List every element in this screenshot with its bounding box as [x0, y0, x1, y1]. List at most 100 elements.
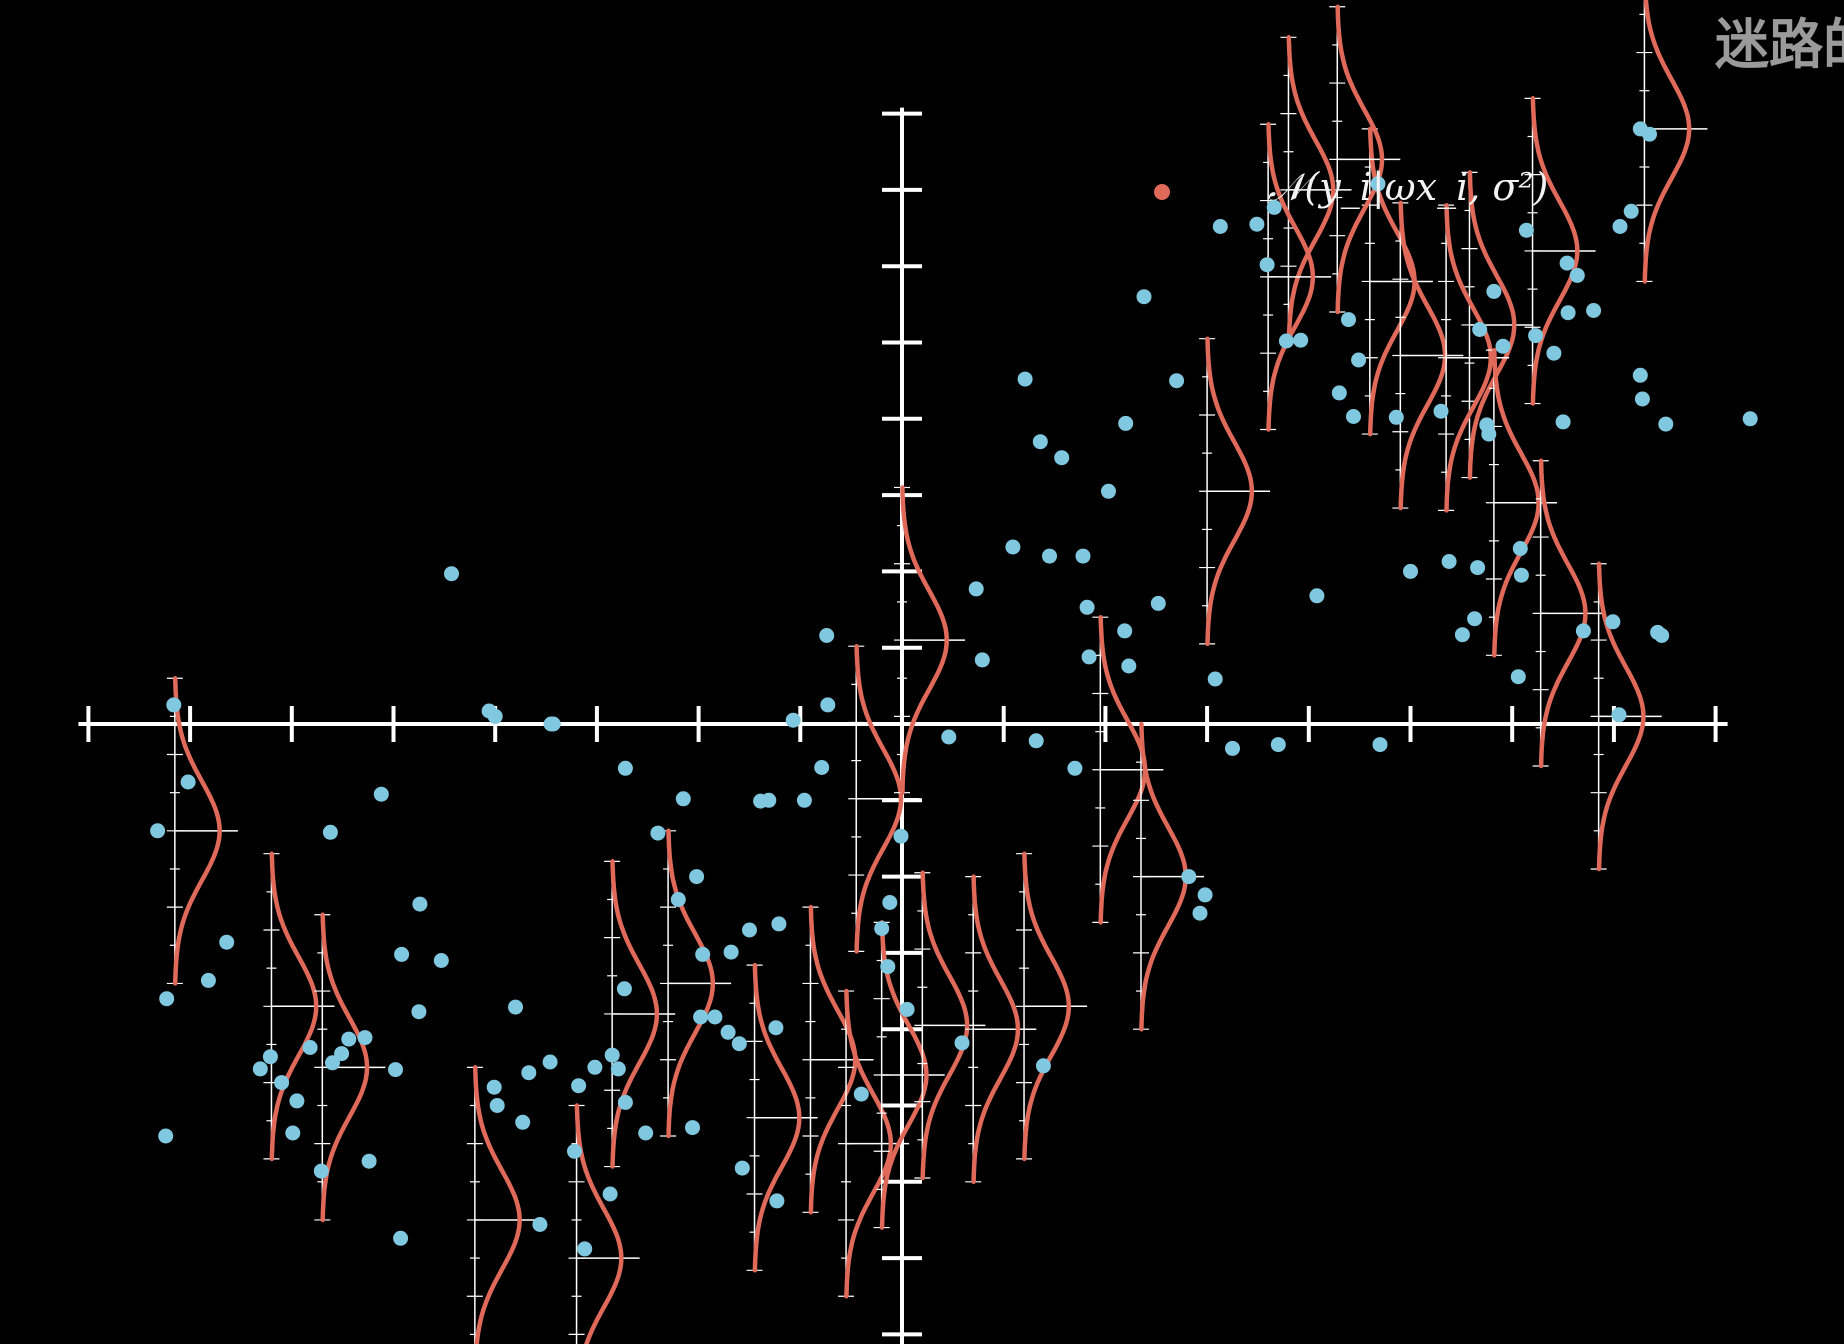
data-point [731, 1036, 747, 1052]
data-point [334, 1046, 350, 1062]
data-point [638, 1125, 654, 1141]
data-point [693, 1009, 709, 1025]
data-point [1249, 216, 1265, 232]
gaussian-group [660, 828, 732, 1139]
data-point [974, 652, 990, 668]
data-point [707, 1009, 723, 1025]
data-point [1560, 305, 1576, 321]
data-point [274, 1075, 290, 1091]
gaussian-group [1280, 35, 1352, 345]
data-point [685, 1120, 700, 1136]
data-point [820, 697, 836, 713]
data-point [761, 792, 777, 808]
data-point [521, 1065, 537, 1081]
data-point [180, 774, 196, 790]
data-point [361, 1153, 377, 1169]
data-point [158, 1128, 174, 1144]
data-point [1117, 623, 1133, 639]
data-point [322, 824, 338, 840]
data-point [1479, 417, 1495, 433]
gaussian-group [838, 988, 910, 1299]
data-point [1075, 548, 1091, 564]
data-point [1742, 411, 1758, 427]
data-point [433, 953, 449, 968]
data-point [734, 1160, 750, 1176]
data-point [1632, 121, 1648, 137]
data-point [1054, 450, 1070, 466]
data-point [1634, 391, 1650, 407]
data-point [1035, 1058, 1051, 1074]
data-point [1207, 671, 1223, 687]
data-point [1403, 563, 1418, 579]
data-point [899, 1001, 915, 1017]
gaussian-group [1532, 458, 1604, 769]
gaussian-group [1199, 336, 1271, 647]
data-point [771, 916, 787, 932]
data-point [325, 1055, 340, 1071]
gaussian-group [1590, 561, 1662, 872]
data-point [1467, 611, 1483, 627]
gaussian-curve [1492, 347, 1541, 658]
data-point [150, 823, 166, 839]
data-point [1005, 539, 1021, 555]
data-point [313, 1163, 329, 1179]
data-point [388, 1062, 403, 1078]
data-point [1512, 541, 1528, 556]
data-point [720, 1024, 736, 1040]
data-point [610, 1061, 626, 1077]
data-point [567, 1143, 582, 1159]
data-point [1225, 740, 1240, 756]
data-point [1270, 737, 1286, 753]
data-point [675, 791, 691, 807]
data-point [941, 729, 957, 745]
data-point [650, 825, 666, 841]
data-point [819, 628, 835, 643]
data-point [1612, 219, 1628, 234]
gaussian-group [1016, 851, 1088, 1162]
data-point [1454, 627, 1470, 643]
data-point [1266, 199, 1282, 215]
data-point [489, 1098, 505, 1113]
data-point [616, 981, 632, 997]
data-point [1351, 352, 1367, 368]
data-point [1309, 588, 1325, 604]
data-point [1032, 434, 1048, 450]
data-point [394, 946, 410, 962]
data-point [1388, 409, 1404, 425]
data-point [1513, 567, 1529, 583]
gaussian-curve [854, 643, 904, 954]
data-point [1101, 483, 1116, 499]
data-point [853, 1086, 869, 1102]
data-point [508, 999, 523, 1015]
gaussian-curve [1642, 0, 1692, 284]
data-point [1150, 595, 1166, 611]
data-point [617, 760, 633, 776]
gaussian-curve [920, 870, 970, 1181]
data-point [1528, 328, 1544, 344]
data-point [1017, 371, 1033, 387]
data-point [893, 828, 909, 844]
data-point [1079, 599, 1095, 615]
gaussian-curve [1596, 561, 1646, 872]
data-point [571, 1078, 587, 1094]
data-point [532, 1217, 548, 1232]
data-point [1181, 869, 1197, 885]
data-point [1370, 176, 1386, 192]
data-point [602, 1186, 618, 1202]
data-point [1212, 219, 1228, 234]
data-point [880, 959, 896, 975]
data-point [1495, 338, 1511, 354]
data-point [1372, 737, 1388, 753]
gaussian-curve [1444, 202, 1494, 513]
data-point [411, 1004, 427, 1020]
data-point [954, 1035, 970, 1051]
gaussian-group [802, 904, 874, 1215]
gaussian-group [914, 870, 986, 1181]
data-point [159, 991, 175, 1007]
data-point [1433, 403, 1449, 419]
data-point [1341, 312, 1356, 328]
data-point [604, 1047, 620, 1063]
gaussian-group [166, 675, 238, 986]
data-point [769, 1193, 785, 1209]
data-point [1486, 283, 1502, 299]
